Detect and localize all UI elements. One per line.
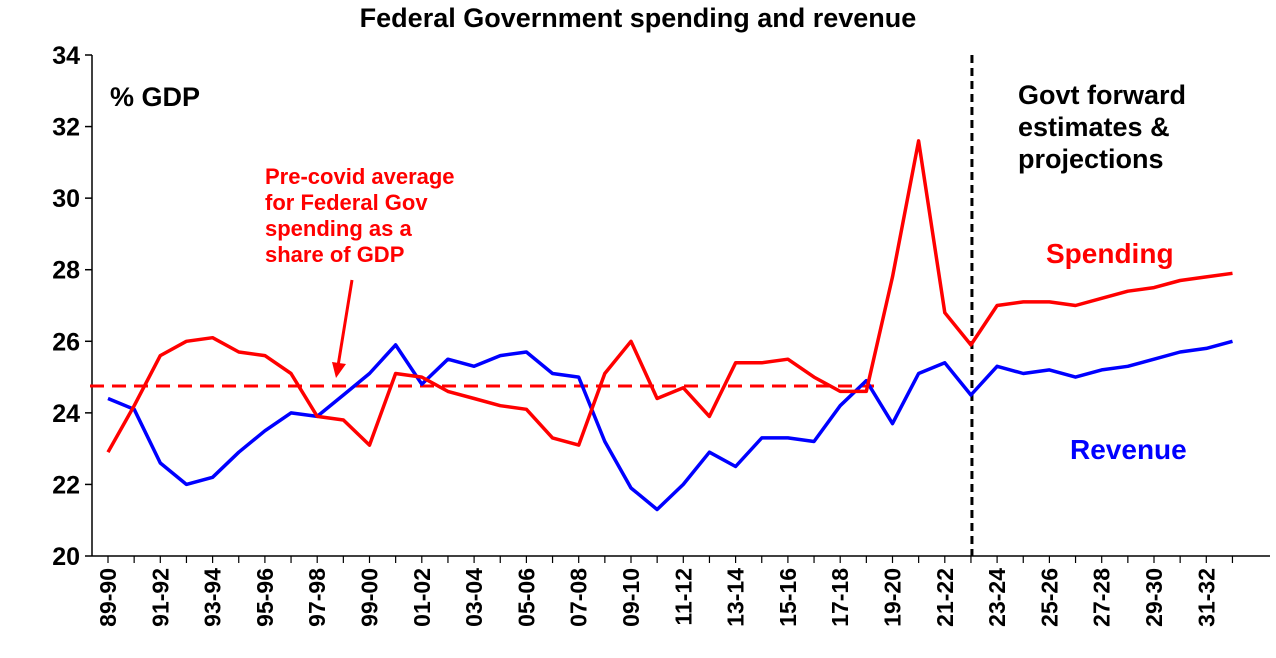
x-tick-label: 15-16 — [775, 568, 801, 627]
y-axis-ticks: 20 22 24 26 28 30 32 34 — [52, 42, 92, 571]
x-tick-label: 25-26 — [1036, 568, 1062, 627]
x-tick-label: 01-02 — [409, 568, 435, 627]
y-tick-label: 28 — [52, 257, 80, 285]
reference-line-label: spending as a — [265, 216, 412, 241]
reference-line-label: for Federal Gov — [265, 190, 428, 215]
series-line-spending — [106, 139, 1233, 454]
y-tick-label: 26 — [52, 328, 80, 356]
x-tick-label: 29-30 — [1141, 568, 1167, 627]
y-tick-label: 32 — [52, 114, 80, 142]
x-tick-label: 99-00 — [357, 568, 383, 627]
x-tick-label: 91-92 — [147, 568, 173, 627]
x-tick-label: 93-94 — [200, 568, 226, 627]
chart-title: Federal Government spending and revenue — [360, 3, 917, 33]
forecast-label: estimates & — [1018, 112, 1170, 142]
x-tick-label: 11-12 — [670, 568, 696, 626]
y-tick-label: 34 — [52, 42, 80, 70]
x-tick-label: 31-32 — [1193, 568, 1219, 627]
x-tick-label: 03-04 — [461, 568, 487, 627]
y-tick-label: 22 — [52, 471, 80, 499]
x-tick-label: 13-14 — [723, 568, 749, 627]
series-line-revenue — [107, 339, 1233, 512]
forecast-label: projections — [1018, 144, 1164, 174]
series-group — [106, 139, 1233, 512]
x-tick-label: 07-08 — [566, 568, 592, 627]
y-tick-label: 30 — [52, 185, 80, 213]
reference-line-label: Pre-covid average — [265, 164, 455, 189]
x-axis-ticks: 89-90 91-92 93-94 95-96 97-98 99-00 01-02 03-04… — [95, 556, 1234, 627]
forecast-label: Govt forward — [1018, 80, 1186, 110]
reference-line-label: share of GDP — [265, 242, 404, 267]
annotation-arrow-shaft — [336, 279, 354, 367]
annotation-arrow-head — [332, 362, 346, 378]
y-tick-label: 24 — [52, 400, 80, 428]
x-tick-label: 21-22 — [932, 568, 958, 627]
x-tick-label: 97-98 — [304, 568, 330, 627]
x-tick-label: 95-96 — [252, 568, 278, 627]
x-tick-label: 19-20 — [880, 568, 906, 627]
series-label-revenue: Revenue — [1070, 434, 1187, 465]
x-tick-label: 17-18 — [827, 568, 853, 627]
x-tick-label: 23-24 — [984, 568, 1010, 627]
x-tick-label: 09-10 — [618, 568, 644, 627]
x-tick-label: 89-90 — [95, 568, 121, 627]
axes — [91, 55, 1270, 557]
x-tick-label: 27-28 — [1089, 568, 1115, 627]
y-tick-label: 20 — [52, 543, 80, 571]
x-tick-label: 05-06 — [513, 568, 539, 627]
unit-label: % GDP — [110, 82, 200, 112]
series-label-spending: Spending — [1046, 238, 1174, 269]
